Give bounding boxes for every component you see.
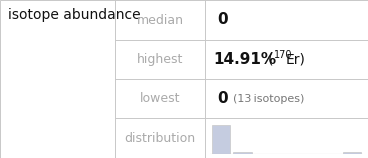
Text: 170: 170 — [274, 49, 293, 60]
Text: distribution: distribution — [124, 131, 195, 145]
Text: 0: 0 — [217, 12, 228, 27]
Text: isotope abundance: isotope abundance — [8, 8, 141, 22]
Text: median: median — [137, 13, 184, 27]
Text: lowest: lowest — [140, 92, 180, 105]
Text: Er): Er) — [286, 52, 306, 67]
Text: (: ( — [268, 52, 273, 67]
Text: highest: highest — [137, 53, 183, 66]
Bar — [234, 152, 252, 154]
Text: 0: 0 — [217, 91, 228, 106]
Bar — [343, 152, 361, 154]
Text: 14.91%: 14.91% — [213, 52, 276, 67]
Text: (13 isotopes): (13 isotopes) — [233, 94, 304, 103]
Bar — [212, 125, 230, 154]
